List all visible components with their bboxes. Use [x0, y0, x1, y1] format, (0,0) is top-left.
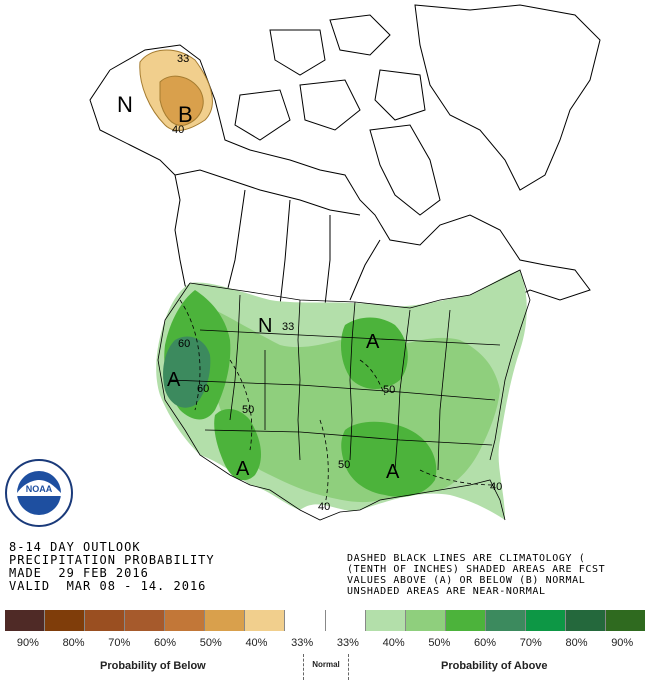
below-caption: Probability of Below [100, 660, 206, 672]
arctic-coastlines [234, 4, 601, 216]
mw-a-label: A [366, 331, 380, 353]
legend-swatch [605, 610, 645, 631]
note-line-3: VALUES ABOVE (A) OR BELOW (B) NORMAL [347, 575, 586, 586]
tx-40-label: 40 [318, 501, 330, 513]
above-caption: Probability of Above [441, 660, 548, 672]
plains-n-label: N [258, 315, 272, 337]
noaa-logo-text: NOAA [26, 484, 53, 494]
sw-a-label: A [236, 458, 250, 480]
legend-label: 50% [428, 637, 451, 649]
legend-swatch [85, 610, 126, 631]
climatology-lines [179, 299, 496, 506]
legend-swatch [245, 610, 286, 631]
legend-label: 80% [62, 637, 85, 649]
legend-label: 33% [291, 637, 314, 649]
north-america-outline [89, 44, 591, 316]
noaa-logo: NOAA [5, 459, 73, 527]
note-block: DASHED BLACK LINES ARE CLIMATOLOGY ( (TE… [347, 553, 605, 597]
legend-swatch [5, 610, 46, 631]
west-50-label: 50 [242, 404, 254, 416]
conus-borders [157, 269, 531, 521]
se-50-label: 50 [338, 459, 350, 471]
normal-box: Normal [303, 654, 349, 680]
legend-color-bar [5, 610, 645, 631]
legend-swatch [405, 610, 446, 631]
legend-label: 70% [108, 637, 131, 649]
legend-label: 33% [336, 637, 359, 649]
legend-swatch [565, 610, 606, 631]
legend-swatch [325, 610, 366, 631]
mw-50-label: 50 [383, 384, 395, 396]
alaska-b-label: B [178, 102, 193, 127]
se-a-label: A [386, 461, 400, 483]
alaska-40-label: 40 [172, 124, 184, 136]
conus-labels: N 33 A 60 60 50 A A 50 A 50 40 40 [167, 315, 502, 513]
legend-label: 90% [16, 637, 39, 649]
legend-label: 40% [382, 637, 405, 649]
alaska-33-label: 33 [177, 53, 189, 65]
legend-swatch [525, 610, 566, 631]
legend-swatch [485, 610, 526, 631]
legend-swatch [285, 610, 326, 631]
legend-label: 70% [519, 637, 542, 649]
legend-label: 80% [565, 637, 588, 649]
legend-label: 60% [474, 637, 497, 649]
note-line-4: UNSHADED AREAS ARE NEAR-NORMAL [347, 586, 546, 597]
outlook-title-block: 8-14 DAY OUTLOOK PRECIPITATION PROBABILI… [9, 541, 215, 593]
legend-swatch [45, 610, 86, 631]
title-line-1: 8-14 DAY OUTLOOK [9, 540, 141, 554]
alaska-n-label: N [117, 92, 133, 117]
legend-swatch [365, 610, 406, 631]
west-60b-label: 60 [197, 383, 209, 395]
legend-swatch [205, 610, 246, 631]
note-line-2: (TENTH OF INCHES) SHADED AREAS ARE FCST [347, 564, 606, 575]
title-line-3: MADE 29 FEB 2016 [9, 566, 149, 580]
precipitation-outlook-map: B N 33 40 N 33 A 60 [89, 4, 601, 521]
legend-label: 60% [154, 637, 177, 649]
fl-40-label: 40 [490, 481, 502, 493]
legend-labels: 90% 80% 70% 60% 50% 40% 33% 33% 40% 50% … [5, 637, 645, 651]
legend-label: 50% [199, 637, 222, 649]
legend-swatch [165, 610, 206, 631]
note-line-1: DASHED BLACK LINES ARE CLIMATOLOGY ( [347, 553, 586, 564]
conus-shading [156, 270, 527, 520]
alaska-below-region: B N 33 40 [117, 49, 213, 136]
west-a-label: A [167, 369, 181, 391]
title-line-4: VALID MAR 08 - 14. 2016 [9, 579, 207, 593]
plains-33-label: 33 [282, 321, 294, 333]
west-60a-label: 60 [178, 338, 190, 350]
legend-swatch [445, 610, 486, 631]
legend-label: 40% [245, 637, 268, 649]
title-line-2: PRECIPITATION PROBABILITY [9, 553, 215, 567]
legend-label: 90% [611, 637, 634, 649]
legend-swatch [125, 610, 166, 631]
normal-caption: Normal [312, 660, 340, 669]
